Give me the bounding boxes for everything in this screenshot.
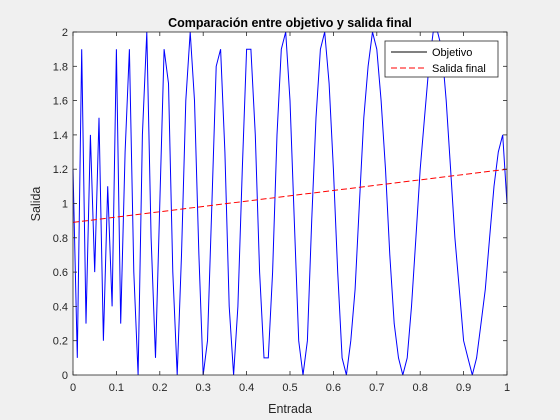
y-tick-label: 0.6 <box>53 267 68 279</box>
y-tick-label: 2 <box>62 27 68 39</box>
y-tick-label: 0.2 <box>53 336 68 348</box>
x-tick-label: 0.6 <box>326 382 341 394</box>
legend-label-salida-final: Salida final <box>432 63 486 75</box>
x-axis: 0 0.1 0.2 0.3 0.4 0.5 0.6 0.7 0.8 0.9 1 <box>70 32 510 394</box>
x-tick-label: 0.4 <box>239 382 254 394</box>
y-axis: 0 0.2 0.4 0.6 0.8 1 1.2 1.4 1.6 1.8 2 <box>53 27 507 382</box>
legend-box <box>384 40 499 78</box>
x-tick-label: 0.5 <box>282 382 297 394</box>
x-tick-label: 0.9 <box>456 382 471 394</box>
x-tick-label: 0 <box>70 382 76 394</box>
series-line-1 <box>72 168 508 223</box>
legend: Objetivo Salida final <box>384 40 499 78</box>
y-tick-label: 0.4 <box>53 301 68 313</box>
x-tick-label: 0.3 <box>196 382 211 394</box>
y-tick-label: 1 <box>62 199 68 211</box>
y-tick-label: 1.4 <box>53 130 68 142</box>
x-tick-label: 0.2 <box>152 382 167 394</box>
chart-title: Comparación entre objetivo y salida fina… <box>168 16 412 30</box>
x-tick-label: 1 <box>504 382 510 394</box>
y-tick-label: 1.6 <box>53 96 68 108</box>
x-tick-label: 0.8 <box>413 382 428 394</box>
legend-label-objetivo: Objetivo <box>432 47 472 59</box>
x-axis-label: Entrada <box>268 402 312 416</box>
x-tick-label: 0.1 <box>109 382 124 394</box>
y-tick-label: 0.8 <box>53 233 68 245</box>
x-tick-label: 0.7 <box>369 382 384 394</box>
y-axis-label: Salida <box>29 187 43 222</box>
y-tick-label: 1.2 <box>53 164 68 176</box>
y-tick-label: 0 <box>62 370 68 382</box>
y-tick-label: 1.8 <box>53 61 68 73</box>
plot-area <box>73 32 507 375</box>
